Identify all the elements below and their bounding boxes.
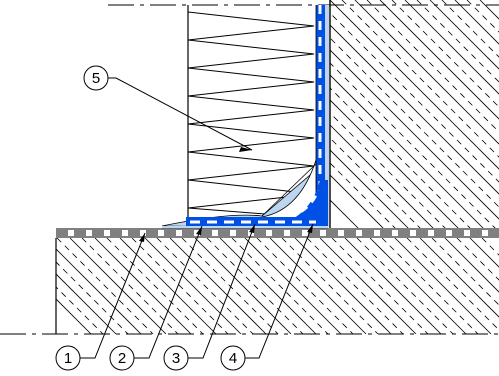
callout-2: 2 [109, 345, 135, 371]
callout-5-label: 5 [92, 70, 100, 87]
callout-4-label: 4 [229, 350, 237, 367]
insulation-layer [187, 5, 315, 218]
concrete-slab [55, 238, 499, 334]
callout-4: 4 [220, 345, 246, 371]
callout-1-label: 1 [64, 350, 72, 367]
concrete-wall [329, 0, 499, 228]
callout-1: 1 [55, 345, 81, 371]
callout-3: 3 [163, 345, 189, 371]
base-sheet [56, 228, 499, 238]
callout-3-label: 3 [172, 350, 180, 367]
callout-5: 5 [83, 65, 109, 91]
horizontal-membrane [162, 217, 328, 229]
leader-lines [80, 77, 314, 359]
callout-2-label: 2 [118, 350, 126, 367]
leader-arrowheads [139, 147, 313, 242]
